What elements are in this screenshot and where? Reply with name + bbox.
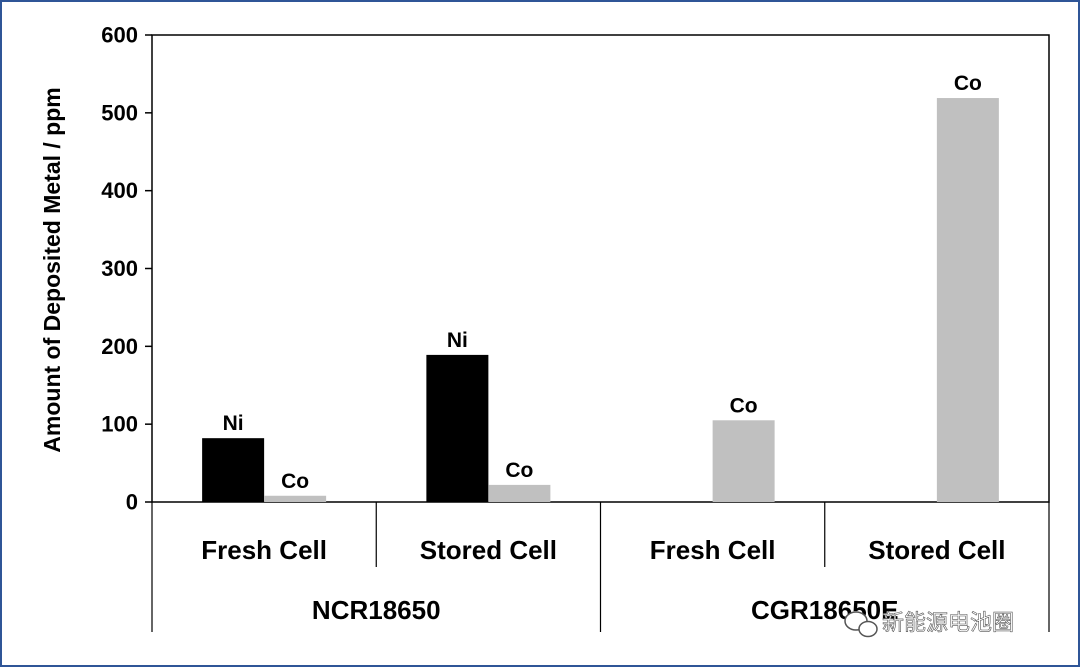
bar-data-label: Co: [954, 72, 982, 95]
bar-co: [936, 98, 999, 503]
x-category-label: Stored Cell: [868, 535, 1005, 565]
watermark: 新能源电池圈: [844, 611, 1014, 638]
y-tick-label: 600: [101, 23, 138, 48]
x-category-label: Fresh Cell: [201, 535, 327, 565]
y-tick-label: 200: [101, 334, 138, 359]
x-axis: Fresh Cell Stored Cell Fresh Cell Stored Ce…: [151, 502, 1050, 632]
plot-area: [151, 34, 1050, 503]
bar-co: [712, 420, 775, 502]
y-tick-label: 400: [101, 178, 138, 203]
bar-data-label: Ni: [223, 412, 244, 435]
bar-data-label: Ni: [447, 329, 468, 352]
x-group-label: NCR18650: [312, 595, 441, 625]
x-category-label: Stored Cell: [420, 535, 557, 565]
bar-data-label: Co: [730, 394, 758, 417]
y-tick-label: 500: [101, 100, 138, 125]
y-tick-label: 100: [101, 412, 138, 437]
x-category-label: Fresh Cell: [650, 535, 776, 565]
bar-co: [264, 495, 327, 502]
y-tick-label: 300: [101, 256, 138, 281]
y-tick-label: 0: [126, 490, 138, 515]
bar-ni: [426, 354, 489, 502]
y-axis: 0 100 200 300 400 500 600: [101, 23, 152, 515]
wechat-icon: [844, 611, 878, 638]
bar-data-label: Co: [281, 470, 309, 493]
x-group-label: CGR18650E: [751, 595, 898, 625]
bars: Ni Ni Co Co Co Co: [202, 72, 999, 503]
plot-border: [151, 34, 1050, 503]
bar-ni: [202, 438, 265, 502]
bar-data-label: Co: [505, 459, 533, 482]
y-axis-label: Amount of Deposited Metal / ppm: [39, 87, 65, 452]
bar-co: [488, 484, 551, 502]
watermark-text: 新能源电池圈: [882, 611, 1014, 636]
